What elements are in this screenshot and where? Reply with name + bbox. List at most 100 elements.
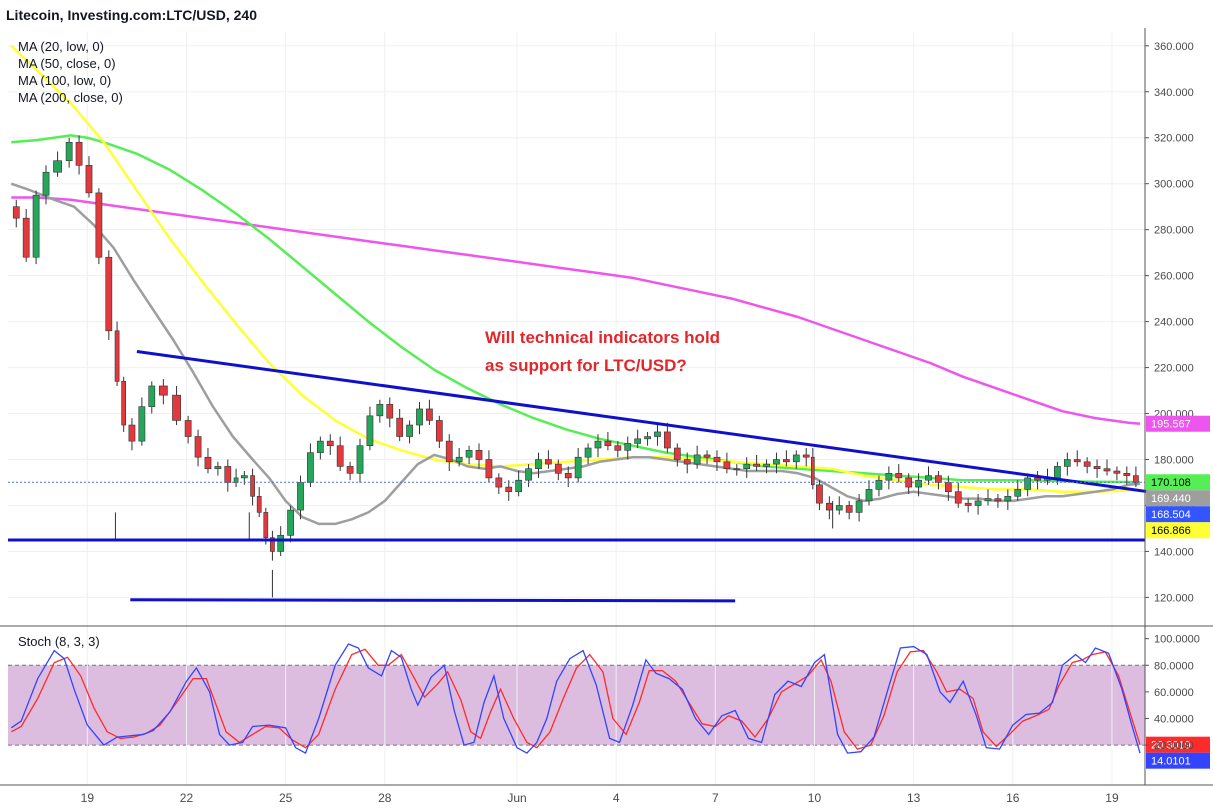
candle-down	[485, 459, 493, 479]
price-tick-label: 260.000	[1154, 271, 1194, 283]
candle-down	[1034, 477, 1041, 481]
candle-down	[435, 420, 443, 442]
candle-up	[644, 436, 651, 440]
candle-up	[65, 142, 73, 162]
candle-up	[214, 466, 222, 470]
candle-down	[604, 440, 612, 447]
candle-down	[935, 475, 942, 483]
candle-up	[240, 475, 248, 479]
candle-up	[53, 160, 62, 173]
candle-down	[783, 459, 790, 463]
candle-down	[184, 420, 192, 437]
time-tick-label: 10	[808, 791, 822, 805]
descending-trendline	[136, 349, 1149, 494]
price-tick-label: 140.000	[1154, 546, 1194, 558]
candle-down	[105, 256, 113, 332]
ma50-line	[10, 44, 1141, 493]
annotation-line-1: Will technical indicators hold	[485, 328, 720, 347]
stoch-value-label-box	[1146, 736, 1210, 753]
candle-down	[554, 463, 562, 474]
candle-up	[32, 194, 40, 258]
candle-down	[256, 495, 262, 513]
annotation-line-2: as support for LTC/USD?	[485, 356, 687, 375]
candle-down	[964, 502, 972, 506]
stoch-tick-label: 80.0000	[1154, 660, 1194, 672]
candle-up	[465, 450, 473, 458]
candle-up	[1004, 495, 1012, 502]
candle-down	[564, 473, 572, 479]
stoch-tick-label: 60.0000	[1154, 687, 1194, 699]
candle-down	[1133, 475, 1139, 483]
candle-up	[654, 431, 661, 437]
candle-up	[515, 479, 523, 492]
candle-up	[792, 454, 800, 463]
candle-down	[944, 482, 952, 492]
legend-ma100: MA (100, low, 0)	[18, 73, 111, 88]
legend-ma50: MA (50, close, 0)	[18, 56, 116, 71]
candle-down	[194, 436, 202, 458]
candle-down	[1093, 466, 1101, 470]
ma200-line	[11, 196, 1141, 425]
candle-down	[263, 512, 269, 538]
time-tick-label: 28	[378, 791, 392, 805]
candle-up	[594, 440, 602, 449]
candle-down	[683, 459, 691, 465]
time-tick-label: 22	[180, 791, 194, 805]
candlestick-series	[12, 135, 1139, 598]
price-label-box	[1146, 474, 1210, 491]
candle-down	[614, 445, 622, 451]
candle-up	[316, 440, 324, 453]
horizontal-support-120	[130, 598, 736, 603]
candle-up	[297, 482, 304, 511]
candle-down	[22, 217, 30, 258]
candle-down	[1103, 468, 1111, 472]
chart-title: Litecoin, Investing.com:LTC/USD, 240	[6, 7, 257, 23]
legend-ma20: MA (20, low, 0)	[18, 39, 104, 54]
candle-down	[713, 456, 721, 463]
stoch-value-label-text: 14.0101	[1151, 756, 1191, 768]
candle-down	[845, 505, 853, 513]
candle-down	[172, 394, 181, 421]
candle-down	[673, 447, 681, 460]
ma20-line	[10, 182, 1141, 526]
candle-down	[250, 475, 255, 497]
candle-up	[287, 509, 294, 536]
candle-up	[584, 447, 592, 458]
candle-up	[148, 385, 156, 407]
time-tick-label: 19	[81, 791, 95, 805]
stoch-value-label-text: 20.3019	[1151, 740, 1191, 752]
candle-down	[128, 424, 136, 442]
candle-down	[664, 431, 671, 449]
candle-up	[138, 406, 146, 442]
price-tick-label: 220.000	[1154, 363, 1194, 375]
candle-up	[525, 468, 532, 481]
candle-down	[114, 330, 120, 382]
stochastic-lines	[10, 643, 1141, 755]
candle-down	[95, 192, 103, 258]
candle-down	[753, 463, 761, 467]
stoch-label: Stoch (8, 3, 3)	[18, 634, 100, 649]
candle-down	[396, 417, 404, 437]
stoch-tick-label: 20.0000	[1154, 740, 1194, 752]
candle-up	[406, 424, 413, 437]
candle-up	[624, 443, 632, 451]
legend-ma200: MA (200, close, 0)	[18, 90, 123, 105]
trend-lines	[8, 349, 1149, 603]
candle-up	[885, 473, 893, 481]
price-tick-label: 340.000	[1154, 87, 1194, 99]
candle-down	[12, 206, 20, 219]
candle-up	[875, 479, 883, 490]
time-tick-label: 19	[1105, 791, 1119, 805]
candle-down	[224, 466, 232, 483]
candle-up	[865, 489, 873, 502]
price-tick-label: 240.000	[1154, 317, 1194, 329]
price-label-text: 166.866	[1151, 525, 1191, 537]
candle-up	[763, 463, 770, 467]
stoch-k-line	[10, 643, 1141, 755]
candle-down	[85, 165, 93, 194]
candle-down	[802, 454, 810, 458]
candle-up	[773, 459, 780, 465]
candle-down	[1083, 461, 1091, 467]
candle-up	[925, 475, 932, 481]
stoch-tick-label: 40.0000	[1154, 713, 1194, 725]
